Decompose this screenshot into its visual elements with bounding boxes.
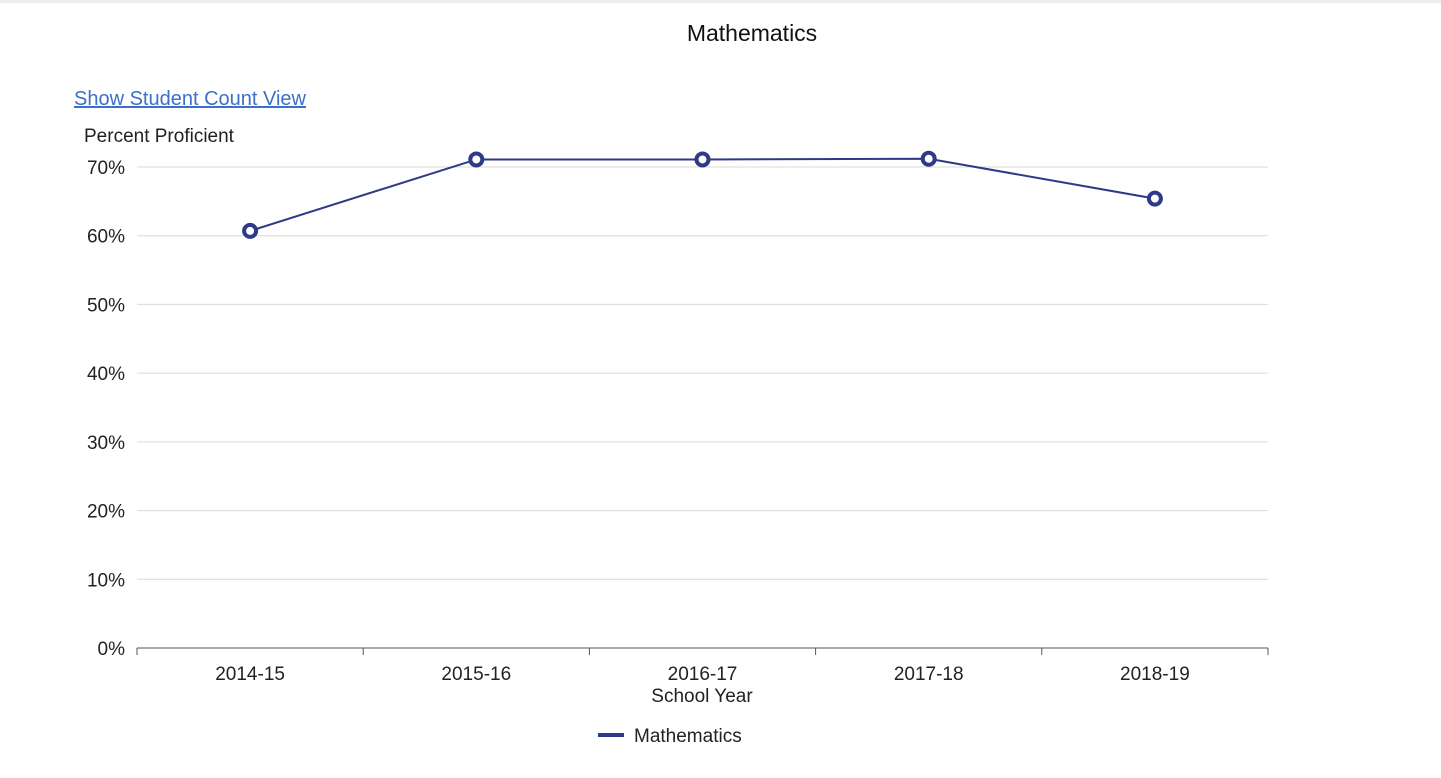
y-tick-label: 40% [87, 364, 125, 385]
chart-title: Mathematics [686, 20, 818, 46]
y-axis: 0% 10% 20% 30% 40% 50% 60% 70% [87, 158, 125, 660]
series-group [242, 150, 1163, 239]
y-tick-label: 0% [98, 639, 126, 660]
x-axis: 2014-15 2015-16 2016-17 2017-18 2018-19 [136, 647, 1269, 685]
y-axis-label: Percent Proficient [84, 126, 235, 147]
y-tick-label: 10% [87, 570, 125, 591]
legend-swatch [598, 733, 624, 737]
y-tick-label: 30% [87, 433, 125, 454]
data-point[interactable] [242, 222, 259, 239]
x-tick-label: 2018-19 [1120, 664, 1190, 685]
y-tick-label: 20% [87, 502, 125, 523]
show-student-count-view-link[interactable]: Show Student Count View [74, 88, 307, 110]
x-tick-label: 2015-16 [441, 664, 511, 685]
x-tick-label: 2017-18 [894, 664, 964, 685]
legend-label[interactable]: Mathematics [634, 726, 742, 747]
x-tick-label: 2016-17 [668, 664, 738, 685]
data-point[interactable] [1146, 190, 1163, 207]
x-tick-label: 2014-15 [215, 664, 285, 685]
y-tick-label: 70% [87, 158, 125, 179]
x-axis-label: School Year [651, 686, 753, 707]
line-chart: 0%10%20%30%40%50%60%70% 2014-15 2015-16 20… [84, 126, 1269, 747]
y-tick-label: 50% [87, 295, 125, 316]
y-tick-label: 60% [87, 227, 125, 248]
legend[interactable]: Mathematics [598, 726, 742, 747]
gridlines [137, 166, 1268, 580]
data-point[interactable] [468, 151, 485, 168]
series-line [249, 157, 1156, 232]
data-point[interactable] [920, 150, 937, 167]
data-point[interactable] [694, 151, 711, 168]
